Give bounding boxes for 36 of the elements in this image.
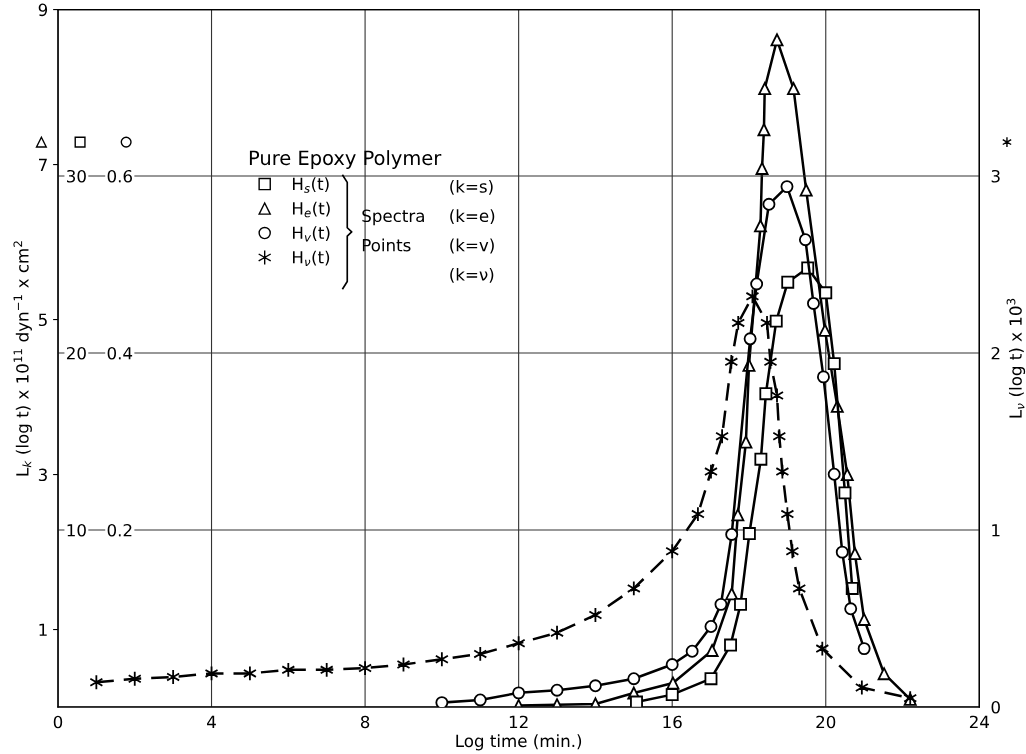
y-tick-label: 5 [38,313,47,327]
x-tick-label: 8 [360,715,370,729]
y-tick-label: 0.6 [107,169,132,183]
y2-tick-label: 3 [991,169,1000,183]
y-tick-label: 7 [39,158,47,171]
y3-tick-label: 20 [66,346,86,360]
y-tick-label: 0.2 [107,523,132,537]
y-axis-title: L$_{k}$ (log t) x 10$^{11}$ dyn$^{−1}$ x cm$^{2}$ [13,241,32,476]
legend-title: Pure Epoxy Polymer [249,150,442,169]
x-tick-label: 16 [663,715,682,729]
y-tick-label: 0.4 [107,346,133,360]
annotation: Points [362,238,411,252]
text: H$_{v}$(t) [292,226,330,242]
annotation: (k=ν) [450,267,494,283]
y2-tick-label: 0 [991,700,1000,714]
y-tick-label: 9 [38,3,48,17]
x-tick-label: 4 [207,715,216,729]
y-tick-label: 3 [38,468,47,482]
annotation: (k=s) [450,179,493,195]
annotation: (k=e) [450,209,495,225]
y2-tick-label: 1 [992,524,1000,537]
x-tick-label: 20 [816,715,836,729]
annotation: (k=v) [450,238,494,254]
y3-tick-label: 10 [67,523,86,537]
legend-label: H$_{e}$(t) [292,201,330,218]
x-tick-label: 0 [53,715,63,729]
legend-label: H$_{s}$(t) [292,177,329,193]
y2-axis-title: L$_{ν}$ (log t) x 10$^{3}$ [1006,298,1026,418]
annotation: Spectra [362,209,424,226]
y3-tick-label: 30 [67,169,86,183]
legend-label: H$_{ν}$(t) [292,250,330,267]
x-tick-label: 24 [969,715,989,729]
x-tick-label: 12 [509,715,528,729]
x-axis-title: Log time (min.) [456,734,582,751]
y-tick-label: 1 [39,623,47,636]
y2-tick-label: 2 [991,346,1000,360]
